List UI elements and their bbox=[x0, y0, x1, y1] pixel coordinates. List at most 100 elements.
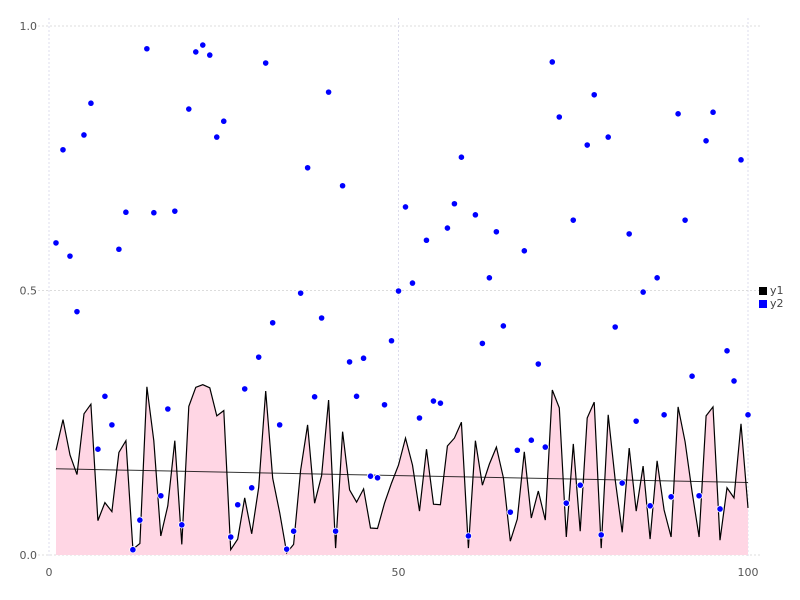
legend: y1 y2 bbox=[759, 284, 784, 310]
y2-point bbox=[366, 472, 375, 480]
y2-point bbox=[611, 323, 619, 331]
y2-point bbox=[345, 358, 354, 366]
y2-point bbox=[387, 337, 396, 345]
y2-point bbox=[527, 436, 535, 444]
y2-point bbox=[227, 533, 235, 541]
y2-point bbox=[157, 492, 165, 500]
y2-point bbox=[269, 319, 277, 327]
y2-point bbox=[485, 274, 493, 282]
y1-area-fill bbox=[55, 384, 749, 555]
y2-point bbox=[304, 164, 312, 172]
y2-point bbox=[234, 501, 242, 509]
x-tick-label: 100 bbox=[738, 566, 759, 579]
legend-swatch-y2 bbox=[759, 299, 767, 308]
y2-point bbox=[646, 502, 654, 510]
y2-point bbox=[101, 392, 109, 400]
y2-point bbox=[604, 133, 612, 141]
y2-point bbox=[723, 347, 731, 355]
y2-point bbox=[283, 545, 291, 553]
y2-point bbox=[122, 208, 130, 216]
y2-point bbox=[709, 108, 717, 116]
y2-point bbox=[136, 516, 144, 524]
y2-point bbox=[241, 385, 249, 393]
y2-point bbox=[436, 399, 445, 407]
y-tick-label: 0.5 bbox=[20, 285, 38, 298]
y2-point bbox=[681, 216, 689, 224]
y2-point bbox=[213, 133, 221, 141]
y2-point bbox=[443, 224, 452, 232]
y-tick-label: 0.0 bbox=[20, 549, 38, 562]
y2-point bbox=[576, 481, 584, 489]
y2-point bbox=[311, 393, 319, 401]
y2-point bbox=[478, 339, 486, 347]
y2-point bbox=[688, 372, 696, 380]
y2-point bbox=[415, 414, 424, 422]
legend-label-y1: y1 bbox=[770, 284, 784, 297]
y2-point bbox=[359, 354, 368, 362]
y2-point bbox=[653, 274, 661, 282]
y2-point bbox=[331, 527, 340, 535]
y2-point bbox=[499, 322, 507, 330]
y2-point bbox=[262, 59, 270, 67]
y2-point bbox=[674, 110, 682, 118]
x-tick-label: 0 bbox=[46, 566, 53, 579]
y2-point bbox=[143, 45, 151, 53]
tick-labels: 0 50 100 0.0 0.5 1.0 bbox=[20, 20, 759, 579]
y2-point bbox=[520, 247, 528, 255]
y2-point bbox=[297, 289, 305, 297]
y2-point bbox=[408, 279, 417, 287]
y2-point bbox=[324, 88, 333, 96]
y2-point bbox=[115, 245, 123, 253]
y2-point bbox=[625, 230, 633, 238]
y2-point bbox=[618, 479, 626, 487]
y2-point bbox=[583, 141, 591, 149]
y2-point bbox=[541, 443, 549, 451]
y2-point bbox=[422, 236, 431, 244]
y2-point bbox=[206, 51, 214, 59]
y2-point bbox=[471, 211, 479, 219]
y2-point bbox=[597, 531, 605, 539]
y2-point bbox=[450, 200, 459, 208]
y2-point bbox=[150, 209, 158, 217]
y2-point bbox=[457, 153, 466, 161]
y2-point bbox=[87, 99, 95, 107]
y2-point bbox=[429, 397, 438, 405]
y2-point bbox=[716, 505, 724, 513]
y2-point bbox=[290, 527, 298, 535]
y2-point bbox=[171, 207, 179, 215]
legend-item-y2[interactable]: y2 bbox=[759, 297, 784, 310]
y2-point bbox=[744, 411, 752, 419]
y2-point bbox=[590, 91, 598, 99]
y2-point bbox=[639, 288, 647, 296]
y2-point bbox=[548, 58, 556, 66]
y2-point bbox=[380, 401, 389, 409]
y2-point bbox=[248, 484, 256, 492]
y2-point bbox=[695, 492, 703, 500]
y2-point bbox=[73, 308, 81, 316]
y1-area bbox=[55, 384, 749, 555]
y2-point bbox=[702, 137, 710, 145]
y2-point bbox=[318, 314, 326, 322]
y2-point bbox=[492, 228, 500, 236]
y2-point bbox=[178, 521, 186, 529]
y2-point bbox=[276, 421, 284, 429]
y2-point bbox=[66, 252, 74, 260]
y2-point bbox=[667, 493, 675, 501]
y2-point bbox=[94, 445, 102, 453]
y2-point bbox=[513, 446, 521, 454]
legend-item-y1[interactable]: y1 bbox=[759, 284, 784, 297]
y2-point bbox=[464, 532, 472, 540]
y2-points bbox=[52, 41, 752, 554]
y2-point bbox=[80, 131, 88, 139]
y2-point bbox=[562, 499, 570, 507]
y2-point bbox=[632, 417, 640, 425]
x-tick-label: 50 bbox=[392, 566, 406, 579]
y2-point bbox=[185, 105, 193, 113]
y2-point bbox=[394, 287, 403, 295]
y2-point bbox=[506, 508, 514, 516]
y2-point bbox=[730, 377, 738, 385]
y2-point bbox=[164, 405, 172, 413]
trend-line-segment bbox=[55, 468, 749, 484]
legend-swatch-y1 bbox=[759, 286, 767, 295]
